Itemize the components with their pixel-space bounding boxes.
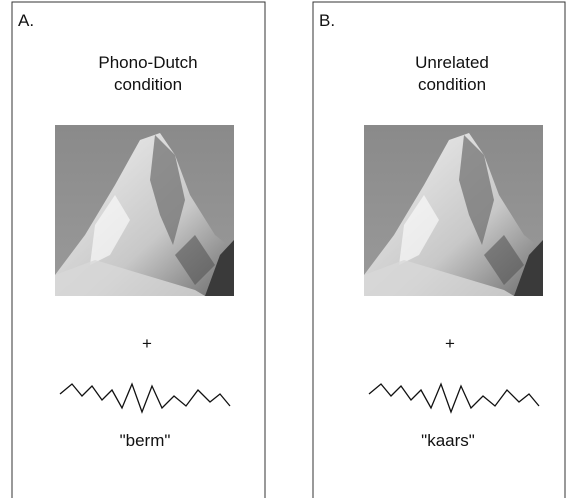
panel-b: B. Unrelated condition + "kaars" <box>312 1 566 498</box>
condition-title: condition <box>114 75 182 94</box>
spoken-word: "kaars" <box>421 431 475 450</box>
picture <box>55 125 234 296</box>
waveform <box>59 383 231 413</box>
panel-frame <box>11 1 266 498</box>
waveform <box>368 383 540 413</box>
condition-title: Phono-Dutch <box>98 53 197 72</box>
fixation-cross: + <box>445 334 455 353</box>
panel-label: A. <box>18 11 34 30</box>
picture <box>364 125 543 296</box>
panel-a: A. Phono-Dutch condition + "berm" <box>11 1 266 498</box>
condition-title: condition <box>418 75 486 94</box>
panel-frame <box>312 1 566 498</box>
panel-label: B. <box>319 11 335 30</box>
condition-title: Unrelated <box>415 53 489 72</box>
spoken-word: "berm" <box>120 431 171 450</box>
fixation-cross: + <box>142 334 152 353</box>
